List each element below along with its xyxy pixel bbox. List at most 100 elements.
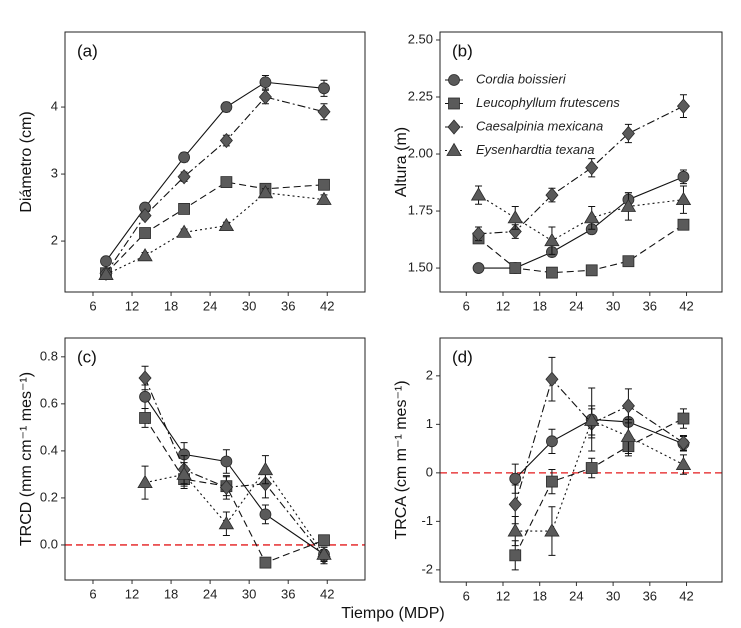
x-tick-label: 42 <box>320 298 334 313</box>
y-tick-label: 0.6 <box>40 395 58 410</box>
marker <box>546 435 558 448</box>
marker <box>178 203 190 215</box>
y-tick-label: 0.8 <box>40 348 58 363</box>
series-line <box>105 96 325 274</box>
x-tick-label: 24 <box>203 586 217 601</box>
plot-frame <box>64 337 366 581</box>
x-tick-label: 24 <box>569 588 583 603</box>
plot-frame <box>64 31 366 293</box>
x-tick-label: 36 <box>281 298 295 313</box>
x-tick-label: 18 <box>164 586 178 601</box>
x-tick-label: 24 <box>569 298 583 313</box>
y-tick-label: 1.75 <box>408 202 433 217</box>
y-tick-label: -1 <box>421 513 433 528</box>
marker <box>470 187 487 201</box>
series-line <box>105 192 325 276</box>
x-tick-label: 30 <box>606 588 620 603</box>
marker <box>677 218 690 231</box>
y-tick-label: 2.00 <box>408 145 433 160</box>
legend-label: Caesalpinia mexicana <box>476 118 603 133</box>
x-tick-label: 12 <box>496 588 510 603</box>
marker <box>507 523 523 537</box>
y-tick-label: 2.50 <box>408 31 433 46</box>
marker <box>509 549 522 562</box>
marker <box>317 104 331 120</box>
marker <box>675 456 692 471</box>
marker <box>448 74 460 86</box>
series-line <box>105 181 325 274</box>
marker <box>219 132 233 149</box>
y-tick-label: 2.25 <box>408 88 433 103</box>
marker <box>585 264 598 277</box>
panel-label: (d) <box>452 347 473 366</box>
x-tick-label: 6 <box>89 298 96 313</box>
marker <box>621 125 635 142</box>
marker <box>220 176 233 189</box>
x-tick-label: 30 <box>606 298 620 313</box>
marker <box>257 185 274 199</box>
marker <box>258 89 272 105</box>
series-line <box>514 378 684 505</box>
series-line <box>515 419 684 532</box>
marker <box>622 255 635 268</box>
marker <box>509 472 522 485</box>
marker <box>139 412 151 424</box>
marker <box>220 455 233 468</box>
marker <box>585 160 599 176</box>
marker <box>318 82 330 95</box>
marker <box>137 474 153 489</box>
x-tick-label: 12 <box>125 298 139 313</box>
x-tick-label: 42 <box>679 588 693 603</box>
x-tick-label: 18 <box>164 298 178 313</box>
marker <box>318 178 330 191</box>
x-tick-label: 36 <box>281 586 295 601</box>
marker <box>139 227 151 239</box>
x-tick-label: 36 <box>643 588 657 603</box>
marker <box>137 248 153 262</box>
y-axis-label: TRCA (cm m⁻¹ mes⁻¹) <box>393 380 410 539</box>
x-tick-label: 6 <box>463 298 470 313</box>
marker <box>220 101 233 113</box>
series-line <box>144 377 325 558</box>
y-axis-label: Diámetro (cm) <box>18 111 35 212</box>
marker <box>218 515 235 530</box>
y-tick-label: -2 <box>421 561 433 576</box>
marker <box>177 169 191 185</box>
marker <box>316 546 332 560</box>
legend-label: Cordia boissieri <box>476 71 567 86</box>
marker <box>620 428 637 442</box>
panel-label: (c) <box>77 347 97 366</box>
y-axis-label: Altura (m) <box>393 127 410 197</box>
marker <box>219 479 233 495</box>
x-tick-label: 36 <box>643 298 657 313</box>
x-tick-label: 42 <box>320 586 334 601</box>
x-tick-label: 12 <box>125 586 139 601</box>
marker <box>508 223 522 240</box>
series-line <box>144 396 325 555</box>
marker <box>259 508 272 521</box>
series-line <box>478 194 684 242</box>
marker <box>509 262 522 274</box>
marker <box>544 523 560 537</box>
marker <box>676 98 690 114</box>
marker <box>472 226 486 242</box>
y-tick-label: 2 <box>426 367 433 382</box>
y-tick-label: 0.0 <box>40 536 58 551</box>
marker <box>139 390 151 403</box>
marker <box>584 412 600 426</box>
marker <box>677 412 690 425</box>
y-axis-label: TRCD (mm cm⁻¹ mes⁻¹) <box>18 372 35 546</box>
x-tick-label: 6 <box>463 588 470 603</box>
series-line <box>105 81 325 262</box>
series-line <box>144 468 325 555</box>
marker <box>138 207 152 224</box>
panel-label: (a) <box>77 41 98 60</box>
marker <box>257 461 274 476</box>
marker <box>98 266 114 280</box>
y-tick-label: 4 <box>51 98 58 113</box>
x-tick-label: 30 <box>242 586 256 601</box>
legend-label: Eysenhardtia texana <box>476 142 595 157</box>
legend-label: Leucophyllum frutescens <box>476 95 620 110</box>
y-tick-label: 0.4 <box>40 442 58 457</box>
panel-label: (b) <box>452 41 473 60</box>
